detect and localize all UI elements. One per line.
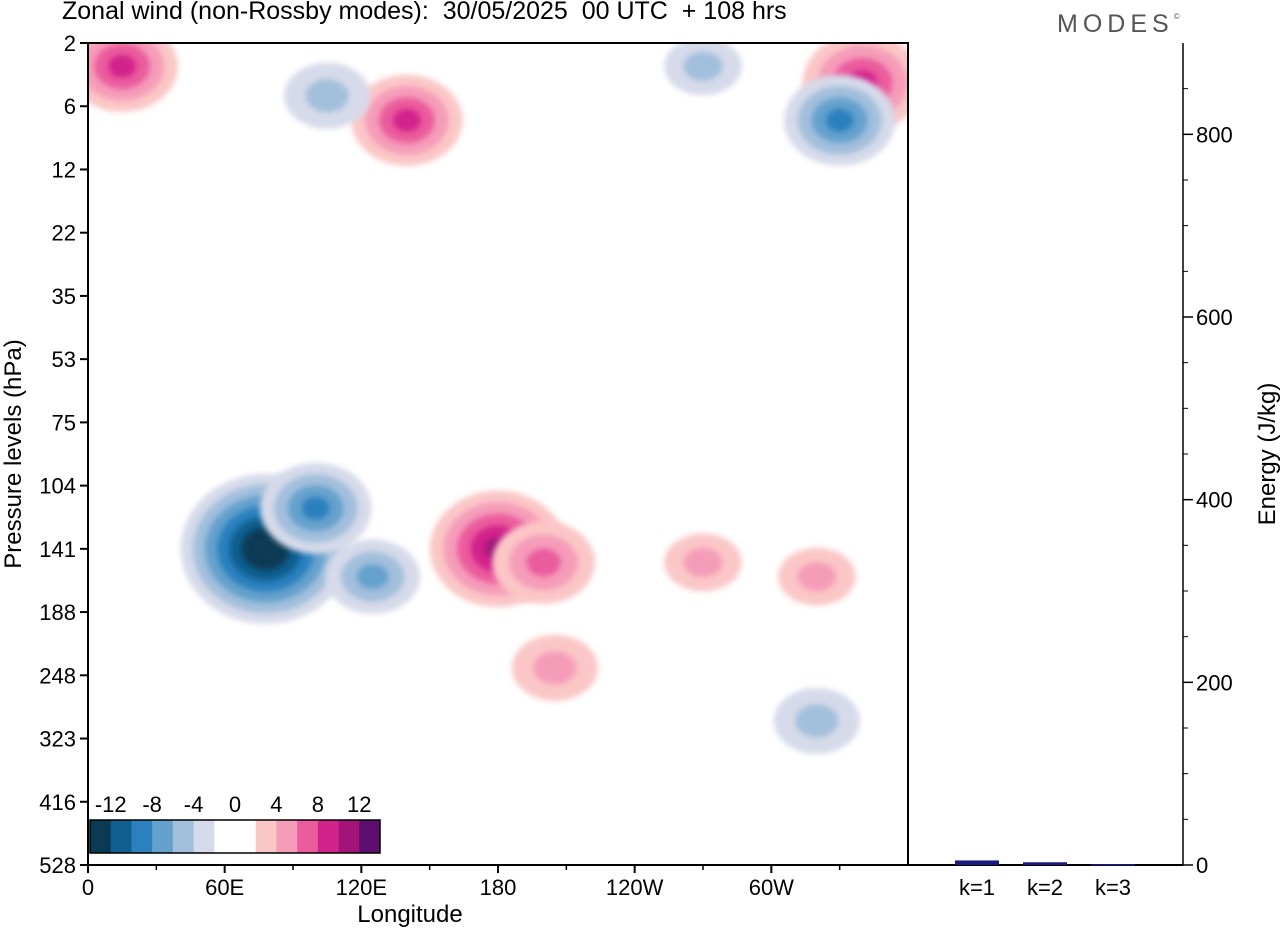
energy-bar [955,860,999,865]
colorbar: -12 -8 -4 0 4 8 12 [82,777,388,862]
y-tick-label: 323 [39,727,76,752]
heatmap-contour [253,538,278,560]
y-tick-label: 35 [52,284,76,309]
colorbar-swatch [255,820,277,853]
heatmap-feature [664,533,742,592]
chart-title: Zonal wind (non-Rossby modes): 30/05/202… [62,0,787,25]
colorbar-label: -8 [142,792,162,817]
x-tick-label: 60W [749,875,794,900]
brand-logo: MODES© [1057,10,1180,39]
heatmap-feature [284,62,371,129]
heatmap-feature [773,687,860,754]
colorbar-swatch [193,820,215,853]
energy-category-label: k=1 [959,875,995,900]
x-tick-label: 180 [480,875,517,900]
y-tick-label: 416 [39,790,76,815]
heatmap-feature [260,462,372,554]
heatmap-feature [511,634,598,701]
y-tick-label: 12 [52,157,76,182]
energy-tick-label: 800 [1196,122,1233,147]
energy-tick-label: 600 [1196,305,1233,330]
energy-category-label: k=3 [1095,875,1131,900]
colorbar-label: 12 [347,792,371,817]
y-tick-label: 104 [39,474,76,499]
heatmap-feature [664,43,742,96]
heatmap-feature [351,74,463,166]
x-tick-label: 120W [606,875,664,900]
heatmap-contour [392,108,421,132]
colorbar-swatch [172,820,195,853]
heatmap-contour [825,108,854,132]
y-axis-title: Pressure levels (hPa) [0,339,27,568]
y-tick-label: 75 [52,410,76,435]
x-tick-label: 120E [336,875,387,900]
y-tick-label: 141 [39,537,76,562]
y-tick-label: 528 [39,853,76,878]
heatmap-feature [778,547,856,606]
energy-bar [1023,862,1067,865]
heatmap-contour [356,564,389,590]
heatmap-contour [526,548,561,577]
colorbar-swatch [131,820,153,853]
x-tick-label: 60E [205,875,244,900]
colorbar-frame [89,819,381,854]
heatmap-contour [683,548,723,577]
energy-tick-label: 0 [1196,853,1208,878]
colorbar-swatch [110,820,132,853]
colorbar-swatch [235,820,257,853]
heatmap-contour [795,704,839,738]
y-tick-label: 2 [64,31,76,56]
colorbar-swatch [359,820,381,853]
heatmap-feature [492,521,595,604]
colorbar-swatch [338,820,360,853]
heatmap-feature [88,43,178,112]
energy-category-label: k=2 [1027,875,1063,900]
heatmap-contour [301,496,330,520]
heatmap-contour [797,562,837,592]
heatmap-contour [683,51,723,81]
colorbar-swatch [214,820,236,853]
energy-bar [1091,864,1135,866]
heatmap-feature [325,539,420,614]
colorbar-label: -4 [184,792,204,817]
y-tick-label: 53 [52,347,76,372]
colorbar-label: 8 [312,792,324,817]
heatmap-contour [533,651,577,685]
y-tick-label: 6 [64,94,76,119]
energy-tick-label: 400 [1196,488,1233,513]
colorbar-label: 4 [270,792,282,817]
heatmap-field [88,43,908,754]
colorbar-label: 0 [229,792,241,817]
colorbar-swatch [276,820,298,853]
x-axis-title: Longitude [357,901,462,928]
colorbar-label: -12 [95,792,127,817]
y-tick-label: 22 [52,221,76,246]
energy-axis-title: Energy (J/kg) [1254,383,1280,526]
colorbar-swatch [317,820,340,853]
y-tick-label: 248 [39,663,76,688]
brand-name: MODES [1057,10,1174,38]
brand-mark: © [1173,12,1180,21]
heatmap-feature [784,74,896,166]
colorbar-swatch [297,820,319,853]
energy-bar-axes: 0 200 400 600 800 Energy (J/kg) k=1 k=2 k=3 [908,43,1280,900]
energy-tick-label: 200 [1196,670,1233,695]
heatmap-contour [305,79,349,113]
colorbar-swatch [152,820,174,853]
heatmap-contour [108,54,137,78]
y-tick-label: 188 [39,600,76,625]
colorbar-swatch [90,820,112,853]
x-tick-label: 0 [82,875,94,900]
